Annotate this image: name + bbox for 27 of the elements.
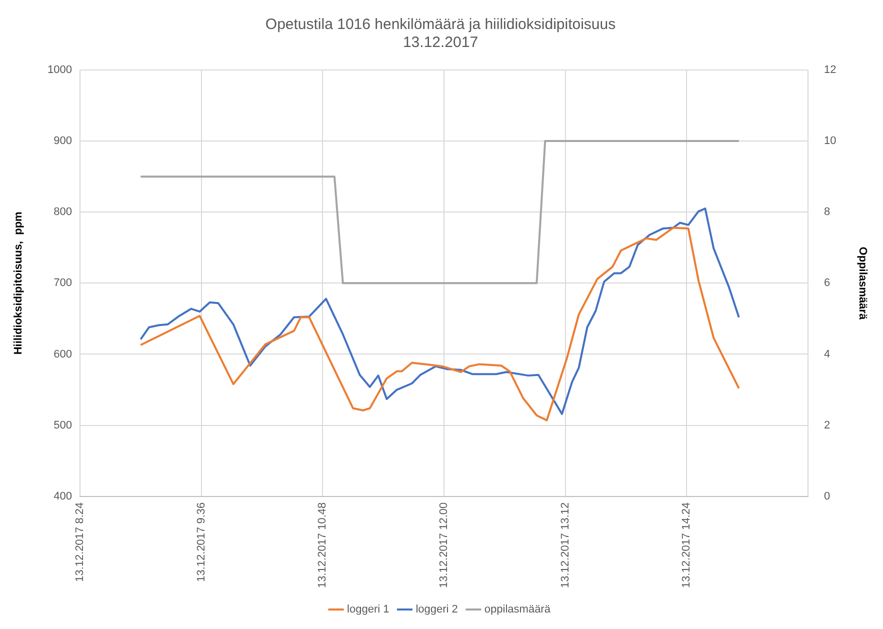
y-tick-label: 500 xyxy=(54,419,72,432)
y2-tick-label: 4 xyxy=(824,348,830,360)
legend-label: oppilasmäärä xyxy=(484,604,552,616)
legend-label: loggeri 2 xyxy=(416,604,458,616)
y2-axis-title: Oppilasmäärä xyxy=(856,246,868,320)
y2-tick-label: 0 xyxy=(824,490,830,502)
y-axis-title: Hiilidioksidipitoisuus, ppm xyxy=(12,211,25,355)
y-tick-label: 400 xyxy=(54,490,72,502)
y-tick-label: 800 xyxy=(54,206,72,218)
x-tick-label: 13.12.2017 12.00 xyxy=(438,502,450,588)
x-tick-label: 13.12.2017 9.36 xyxy=(195,502,208,582)
x-tick-label: 13.12.2017 10.48 xyxy=(316,502,329,588)
y-tick-label: 600 xyxy=(54,348,72,360)
y2-tick-label: 10 xyxy=(824,135,836,148)
x-tick-label: 13.12.2017 8.24 xyxy=(74,502,86,582)
chart-subtitle: 13.12.2017 xyxy=(402,34,478,52)
y-tick-label: 900 xyxy=(54,135,72,148)
legend-label: loggeri 1 xyxy=(347,604,390,616)
y-tick-label: 700 xyxy=(54,277,72,290)
chart-title: Opetustila 1016 henkilömäärä ja hiilidioksidipitoisuus xyxy=(265,16,616,34)
y-tick-label: 1000 xyxy=(48,64,72,76)
y2-tick-label: 2 xyxy=(824,419,830,432)
y2-tick-label: 6 xyxy=(824,277,830,290)
y2-tick-label: 12 xyxy=(824,64,836,76)
y2-tick-label: 8 xyxy=(824,206,830,218)
x-tick-label: 13.12.2017 14.24 xyxy=(680,502,693,588)
x-tick-label: 13.12.2017 13.12 xyxy=(559,502,572,588)
